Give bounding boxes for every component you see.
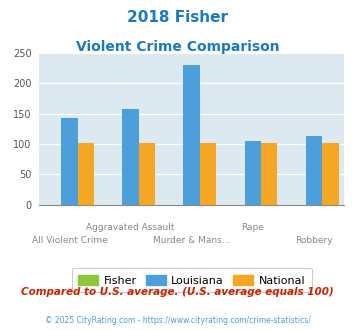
Text: Murder & Mans...: Murder & Mans... <box>153 236 230 245</box>
Bar <box>322 143 339 205</box>
Bar <box>245 141 261 205</box>
Text: Rape: Rape <box>241 223 264 232</box>
Text: Robbery: Robbery <box>295 236 333 245</box>
Bar <box>78 143 94 205</box>
Bar <box>261 143 278 205</box>
Text: Violent Crime Comparison: Violent Crime Comparison <box>76 40 279 53</box>
Bar <box>61 118 78 205</box>
Bar <box>139 143 155 205</box>
Text: 2018 Fisher: 2018 Fisher <box>127 10 228 25</box>
Text: © 2025 CityRating.com - https://www.cityrating.com/crime-statistics/: © 2025 CityRating.com - https://www.city… <box>45 315 310 325</box>
Text: Compared to U.S. average. (U.S. average equals 100): Compared to U.S. average. (U.S. average … <box>21 287 334 297</box>
Bar <box>200 143 217 205</box>
Text: All Violent Crime: All Violent Crime <box>32 236 108 245</box>
Bar <box>306 136 322 205</box>
Bar <box>122 109 139 205</box>
Bar <box>184 65 200 205</box>
Text: Aggravated Assault: Aggravated Assault <box>86 223 175 232</box>
Legend: Fisher, Louisiana, National: Fisher, Louisiana, National <box>72 268 312 292</box>
